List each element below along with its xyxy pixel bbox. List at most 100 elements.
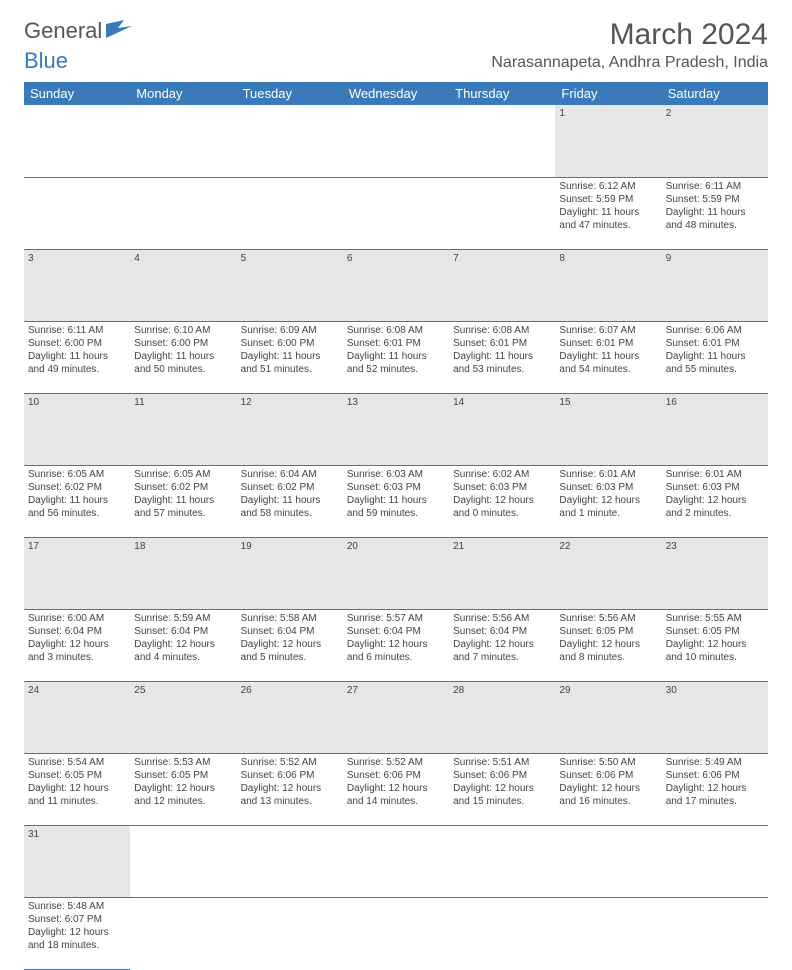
sunrise-line: Sunrise: 5:49 AM [666,756,764,769]
logo-text-2: Blue [24,48,768,74]
sunrise-line: Sunrise: 5:48 AM [28,900,126,913]
sunrise-line: Sunrise: 6:05 AM [28,468,126,481]
daylight-line: Daylight: 11 hours and 52 minutes. [347,350,445,376]
day-number: 13 [343,393,449,465]
day-cell [449,897,555,969]
day-cell: Sunrise: 6:08 AMSunset: 6:01 PMDaylight:… [449,321,555,393]
day-cell: Sunrise: 5:51 AMSunset: 6:06 PMDaylight:… [449,753,555,825]
sunrise-line: Sunrise: 6:11 AM [28,324,126,337]
daylight-line: Daylight: 11 hours and 59 minutes. [347,494,445,520]
day-cell: Sunrise: 5:57 AMSunset: 6:04 PMDaylight:… [343,609,449,681]
calendar-body: 12Sunrise: 6:12 AMSunset: 5:59 PMDayligh… [24,105,768,969]
day-number [237,105,343,177]
daylight-line: Daylight: 12 hours and 17 minutes. [666,782,764,808]
day-cell: Sunrise: 5:55 AMSunset: 6:05 PMDaylight:… [662,609,768,681]
day-number: 25 [130,681,236,753]
day-number: 20 [343,537,449,609]
sunrise-line: Sunrise: 5:55 AM [666,612,764,625]
daylight-line: Daylight: 12 hours and 8 minutes. [559,638,657,664]
day-cell [237,177,343,249]
daylight-line: Daylight: 12 hours and 11 minutes. [28,782,126,808]
day-number [343,105,449,177]
day-cell: Sunrise: 6:06 AMSunset: 6:01 PMDaylight:… [662,321,768,393]
day-number [449,105,555,177]
day-cell: Sunrise: 6:04 AMSunset: 6:02 PMDaylight:… [237,465,343,537]
week-row: Sunrise: 5:54 AMSunset: 6:05 PMDaylight:… [24,753,768,825]
day-cell: Sunrise: 6:01 AMSunset: 6:03 PMDaylight:… [662,465,768,537]
day-cell: Sunrise: 5:58 AMSunset: 6:04 PMDaylight:… [237,609,343,681]
sunset-line: Sunset: 6:05 PM [559,625,657,638]
daylight-line: Daylight: 11 hours and 53 minutes. [453,350,551,376]
weekday-header-row: SundayMondayTuesdayWednesdayThursdayFrid… [24,82,768,105]
sunset-line: Sunset: 6:04 PM [28,625,126,638]
sunset-line: Sunset: 6:01 PM [559,337,657,350]
sunset-line: Sunset: 6:04 PM [241,625,339,638]
day-cell: Sunrise: 6:11 AMSunset: 5:59 PMDaylight:… [662,177,768,249]
day-cell: Sunrise: 5:53 AMSunset: 6:05 PMDaylight:… [130,753,236,825]
sunrise-line: Sunrise: 6:06 AM [666,324,764,337]
day-cell: Sunrise: 6:00 AMSunset: 6:04 PMDaylight:… [24,609,130,681]
daylight-line: Daylight: 12 hours and 10 minutes. [666,638,764,664]
sunset-line: Sunset: 5:59 PM [559,193,657,206]
daylight-line: Daylight: 12 hours and 4 minutes. [134,638,232,664]
sunrise-line: Sunrise: 5:52 AM [241,756,339,769]
sunrise-line: Sunrise: 6:08 AM [347,324,445,337]
day-number: 5 [237,249,343,321]
sunset-line: Sunset: 6:02 PM [134,481,232,494]
sunset-line: Sunset: 6:06 PM [347,769,445,782]
sunset-line: Sunset: 6:06 PM [666,769,764,782]
daynum-row: 10111213141516 [24,393,768,465]
day-number [24,105,130,177]
sunrise-line: Sunrise: 5:57 AM [347,612,445,625]
daylight-line: Daylight: 11 hours and 47 minutes. [559,206,657,232]
day-cell: Sunrise: 6:11 AMSunset: 6:00 PMDaylight:… [24,321,130,393]
daylight-line: Daylight: 12 hours and 12 minutes. [134,782,232,808]
weekday-header: Thursday [449,82,555,105]
day-cell: Sunrise: 5:48 AMSunset: 6:07 PMDaylight:… [24,897,130,969]
sunrise-line: Sunrise: 5:52 AM [347,756,445,769]
calendar-table: SundayMondayTuesdayWednesdayThursdayFrid… [24,82,768,970]
logo-text-1: General [24,18,102,44]
weekday-header: Friday [555,82,661,105]
sunset-line: Sunset: 6:02 PM [28,481,126,494]
day-number: 12 [237,393,343,465]
day-cell [237,897,343,969]
sunrise-line: Sunrise: 6:12 AM [559,180,657,193]
sunrise-line: Sunrise: 6:04 AM [241,468,339,481]
sunrise-line: Sunrise: 6:01 AM [666,468,764,481]
daylight-line: Daylight: 11 hours and 50 minutes. [134,350,232,376]
day-cell [343,177,449,249]
day-cell: Sunrise: 5:49 AMSunset: 6:06 PMDaylight:… [662,753,768,825]
daylight-line: Daylight: 11 hours and 51 minutes. [241,350,339,376]
sunset-line: Sunset: 6:06 PM [241,769,339,782]
sunset-line: Sunset: 6:00 PM [241,337,339,350]
day-cell [24,177,130,249]
sunset-line: Sunset: 6:06 PM [559,769,657,782]
day-number [237,825,343,897]
day-cell [343,897,449,969]
sunset-line: Sunset: 5:59 PM [666,193,764,206]
day-number: 16 [662,393,768,465]
day-number: 6 [343,249,449,321]
logo-flag-icon [106,18,132,44]
day-number: 11 [130,393,236,465]
sunrise-line: Sunrise: 6:01 AM [559,468,657,481]
day-cell: Sunrise: 6:08 AMSunset: 6:01 PMDaylight:… [343,321,449,393]
day-number: 26 [237,681,343,753]
daynum-row: 3456789 [24,249,768,321]
sunrise-line: Sunrise: 6:00 AM [28,612,126,625]
sunset-line: Sunset: 6:04 PM [347,625,445,638]
daylight-line: Daylight: 11 hours and 54 minutes. [559,350,657,376]
daylight-line: Daylight: 12 hours and 7 minutes. [453,638,551,664]
day-number: 31 [24,825,130,897]
day-number: 10 [24,393,130,465]
sunrise-line: Sunrise: 5:56 AM [453,612,551,625]
sunrise-line: Sunrise: 5:51 AM [453,756,551,769]
daylight-line: Daylight: 11 hours and 48 minutes. [666,206,764,232]
daylight-line: Daylight: 11 hours and 56 minutes. [28,494,126,520]
day-number: 4 [130,249,236,321]
day-number: 14 [449,393,555,465]
day-number [130,825,236,897]
day-cell: Sunrise: 5:52 AMSunset: 6:06 PMDaylight:… [237,753,343,825]
daylight-line: Daylight: 11 hours and 57 minutes. [134,494,232,520]
